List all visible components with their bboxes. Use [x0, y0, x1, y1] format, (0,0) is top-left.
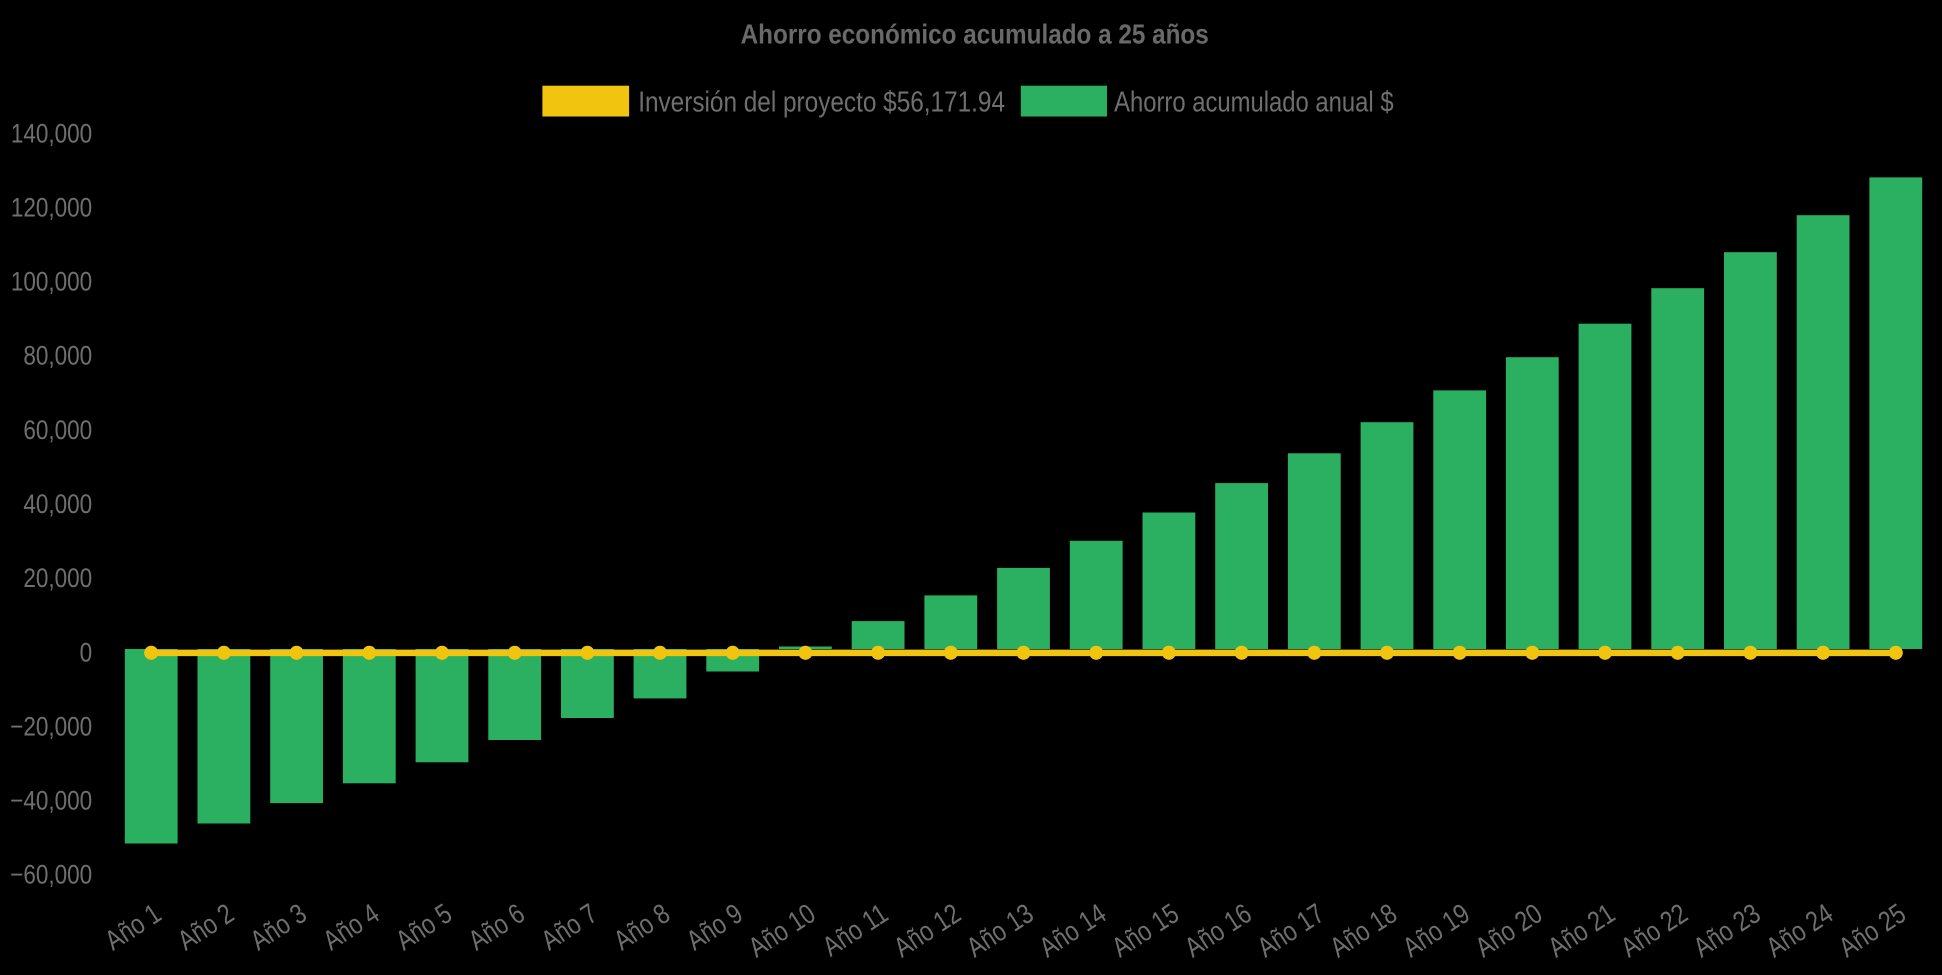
svg-text:−20,000: −20,000 — [10, 713, 92, 742]
svg-text:Ahorro acumulado anual $: Ahorro acumulado anual $ — [1114, 85, 1394, 118]
svg-text:60,000: 60,000 — [23, 416, 92, 445]
svg-text:120,000: 120,000 — [11, 194, 92, 223]
svg-text:Inversión del proyecto $56,171: Inversión del proyecto $56,171.94 — [638, 86, 1005, 118]
svg-text:80,000: 80,000 — [23, 342, 92, 371]
svg-text:Ahorro económico acumulado a 2: Ahorro económico acumulado a 25 años — [741, 18, 1209, 50]
svg-text:20,000: 20,000 — [23, 564, 92, 593]
svg-text:−40,000: −40,000 — [10, 787, 92, 816]
svg-text:−60,000: −60,000 — [10, 861, 92, 890]
svg-text:140,000: 140,000 — [11, 120, 92, 149]
svg-text:0: 0 — [80, 639, 93, 668]
svg-text:40,000: 40,000 — [23, 490, 92, 519]
svg-text:100,000: 100,000 — [11, 268, 92, 297]
